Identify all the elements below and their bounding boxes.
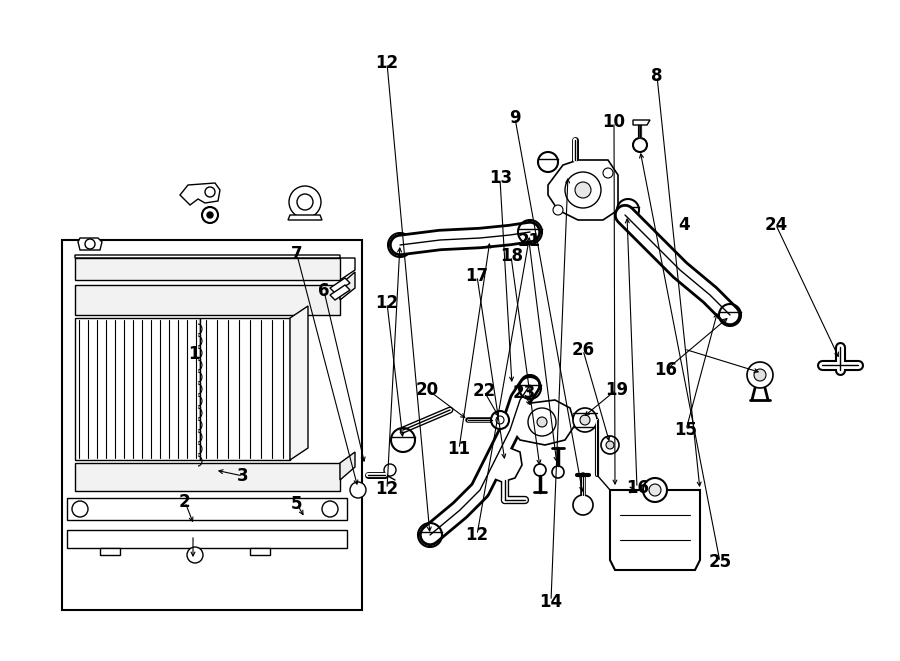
Bar	[75, 285, 340, 315]
Text: 14: 14	[539, 592, 562, 611]
Circle shape	[187, 547, 203, 563]
Text: 19: 19	[605, 381, 628, 399]
Circle shape	[384, 464, 396, 476]
Circle shape	[606, 441, 614, 449]
Bar	[75, 463, 340, 491]
Circle shape	[575, 182, 591, 198]
Polygon shape	[75, 255, 355, 280]
Bar	[67, 530, 347, 548]
Circle shape	[643, 478, 667, 502]
Circle shape	[297, 194, 313, 210]
Text: 20: 20	[416, 381, 439, 399]
Circle shape	[534, 464, 546, 476]
Circle shape	[754, 369, 766, 381]
Circle shape	[72, 501, 88, 517]
Circle shape	[553, 205, 563, 215]
Circle shape	[565, 172, 601, 208]
Circle shape	[528, 408, 556, 436]
Polygon shape	[100, 548, 120, 555]
Polygon shape	[180, 183, 220, 205]
Circle shape	[747, 362, 773, 388]
Circle shape	[633, 138, 647, 152]
Circle shape	[537, 417, 547, 427]
Circle shape	[552, 466, 564, 478]
Text: 12: 12	[375, 480, 399, 498]
Circle shape	[573, 408, 597, 432]
Text: 10: 10	[602, 113, 626, 132]
Circle shape	[649, 484, 661, 496]
Circle shape	[603, 168, 613, 178]
Text: 17: 17	[465, 267, 489, 286]
Text: 11: 11	[447, 440, 471, 459]
Text: 23: 23	[512, 384, 535, 403]
Text: 15: 15	[674, 420, 698, 439]
Circle shape	[601, 436, 619, 454]
Circle shape	[580, 415, 590, 425]
Text: 16: 16	[654, 361, 678, 379]
Text: 25: 25	[708, 553, 732, 571]
Circle shape	[322, 501, 338, 517]
Polygon shape	[340, 452, 355, 480]
Text: 6: 6	[319, 282, 329, 300]
Polygon shape	[490, 448, 522, 482]
Polygon shape	[340, 272, 355, 300]
Polygon shape	[330, 285, 350, 300]
Text: 12: 12	[465, 526, 489, 545]
Bar	[75, 318, 200, 460]
Circle shape	[205, 187, 215, 197]
Polygon shape	[610, 490, 700, 570]
Text: 12: 12	[375, 293, 399, 312]
Polygon shape	[290, 306, 308, 460]
Circle shape	[289, 186, 321, 218]
Bar	[200, 318, 290, 460]
Text: 8: 8	[652, 67, 662, 85]
Text: 7: 7	[292, 245, 302, 264]
Text: 1: 1	[188, 344, 199, 363]
Text: 2: 2	[179, 493, 190, 512]
Text: 22: 22	[472, 382, 496, 401]
Circle shape	[350, 482, 366, 498]
Polygon shape	[78, 238, 102, 250]
Bar	[62, 240, 362, 610]
Polygon shape	[288, 215, 322, 220]
Text: 21: 21	[518, 232, 541, 251]
Text: 16: 16	[626, 479, 649, 497]
Bar	[67, 498, 347, 520]
Text: 3: 3	[238, 467, 248, 485]
Text: 13: 13	[489, 169, 512, 188]
Text: 12: 12	[375, 54, 399, 72]
Polygon shape	[548, 160, 618, 220]
Polygon shape	[633, 120, 650, 125]
Text: 18: 18	[500, 247, 523, 266]
Circle shape	[202, 207, 218, 223]
Polygon shape	[75, 258, 340, 280]
Circle shape	[85, 239, 95, 249]
Text: 4: 4	[679, 215, 689, 234]
Text: 24: 24	[764, 215, 788, 234]
Text: 26: 26	[572, 341, 595, 360]
Circle shape	[496, 416, 504, 424]
Text: 9: 9	[509, 108, 520, 127]
Circle shape	[573, 495, 593, 515]
Text: 5: 5	[292, 494, 302, 513]
Polygon shape	[510, 400, 575, 445]
Circle shape	[491, 411, 509, 429]
Polygon shape	[250, 548, 270, 555]
Polygon shape	[330, 278, 350, 293]
Circle shape	[207, 212, 213, 218]
